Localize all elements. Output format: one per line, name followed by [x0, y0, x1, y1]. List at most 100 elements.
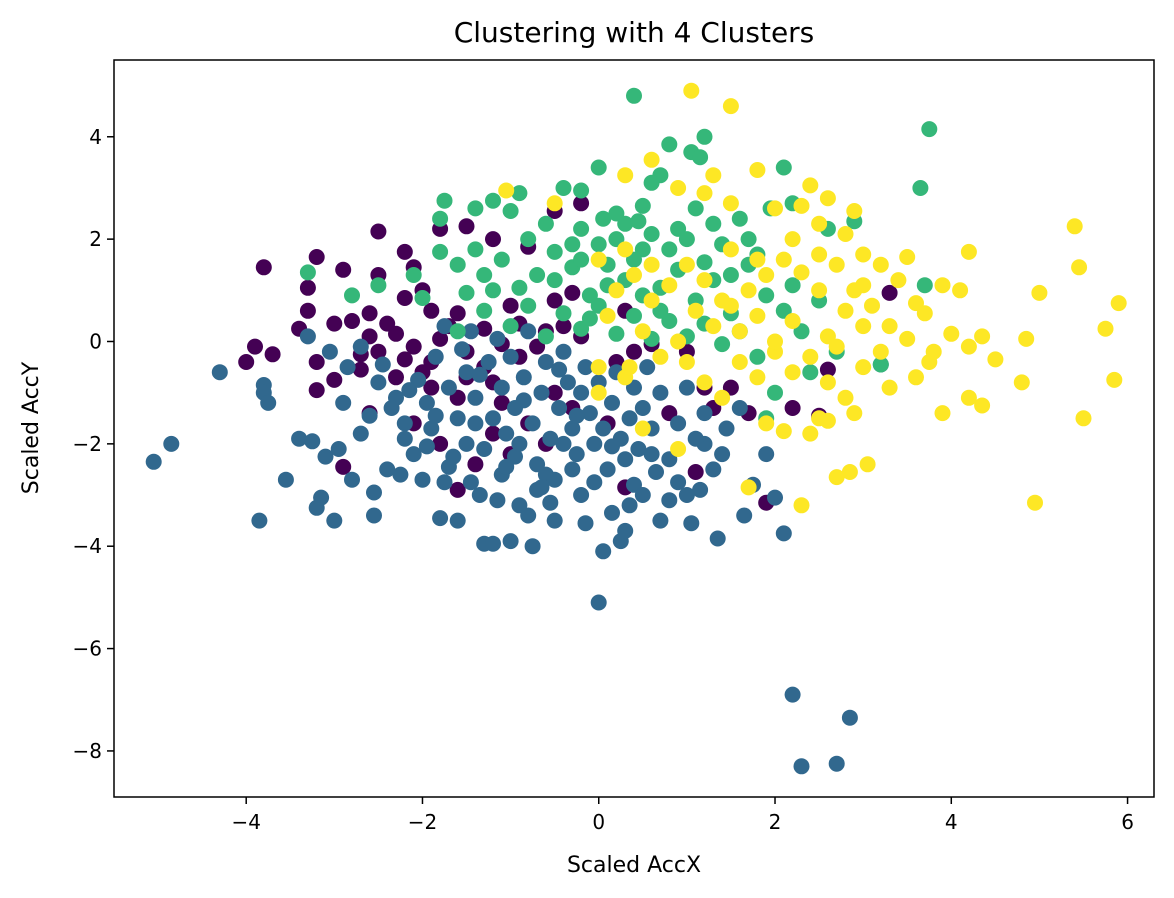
scatter-point [423, 379, 440, 396]
scatter-point [687, 200, 704, 217]
scatter-point [502, 297, 519, 314]
scatter-point [485, 425, 501, 442]
scatter-point [881, 284, 898, 301]
scatter-point [758, 415, 775, 432]
scatter-point [454, 341, 471, 358]
scatter-point [533, 479, 550, 496]
scatter-point [749, 348, 766, 365]
scatter-point [595, 420, 612, 437]
scatter-point [546, 471, 563, 488]
scatter-point [872, 356, 889, 373]
scatter-point [581, 405, 598, 422]
scatter-point [537, 215, 554, 232]
scatter-point [458, 435, 475, 452]
scatter-point [590, 251, 607, 268]
scatter-point [687, 430, 704, 447]
scatter-point [440, 379, 457, 396]
scatter-point [617, 241, 634, 258]
scatter-point [405, 267, 422, 283]
x-tick-label: 4 [945, 810, 958, 834]
scatter-point [163, 435, 180, 452]
scatter-point [498, 458, 515, 475]
scatter-point [326, 315, 343, 332]
scatter-point [608, 325, 625, 342]
scatter-point [529, 267, 546, 283]
scatter-point [987, 351, 1004, 368]
scatter-point [383, 400, 400, 416]
scatter-point [621, 497, 638, 514]
scatter-point [784, 231, 801, 248]
scatter-point [485, 282, 501, 299]
chart-title: Clustering with 4 Clusters [454, 16, 815, 49]
scatter-point [722, 195, 739, 212]
scatter-point [722, 267, 739, 283]
scatter-point [872, 343, 889, 360]
scatter-point [564, 284, 581, 301]
scatter-point [388, 325, 404, 342]
scatter-point [590, 594, 607, 611]
scatter-point [934, 405, 951, 422]
scatter-point [542, 494, 559, 511]
scatter-point [714, 446, 731, 463]
scatter-point [401, 382, 418, 399]
y-tick-label: 2 [89, 227, 102, 251]
scatter-point [418, 438, 435, 455]
scatter-point [921, 121, 938, 138]
scatter-point [599, 461, 616, 478]
scatter-point [696, 374, 713, 391]
scatter-point [722, 241, 739, 258]
scatter-point [634, 400, 651, 416]
scatter-point [299, 264, 316, 281]
scatter-point [370, 277, 387, 294]
scatter-point [714, 336, 731, 353]
scatter-point [626, 307, 642, 324]
scatter-point [802, 364, 819, 381]
scatter-point [630, 213, 647, 230]
scatter-point [767, 489, 783, 506]
scatter-point [573, 487, 590, 503]
scatter-point [784, 313, 801, 329]
scatter-point [423, 302, 440, 319]
scatter-point [837, 302, 854, 319]
scatter-point [436, 474, 453, 491]
scatter-point [626, 267, 642, 283]
scatter-point [502, 203, 519, 219]
scatter-point [811, 282, 828, 299]
scatter-point [555, 180, 572, 196]
scatter-point [480, 354, 497, 370]
scatter-point [670, 333, 687, 350]
scatter-point [564, 461, 581, 478]
scatter-point [775, 251, 792, 268]
scatter-point [811, 215, 828, 232]
scatter-point [546, 292, 563, 309]
scatter-point [916, 277, 933, 294]
scatter-point [344, 313, 360, 329]
scatter-point [749, 162, 766, 178]
scatter-point [1013, 374, 1030, 391]
scatter-point [802, 348, 819, 365]
scatter-point [661, 136, 678, 153]
y-tick-label: 4 [89, 125, 102, 149]
scatter-point [687, 302, 704, 319]
scatter-point [872, 256, 889, 273]
scatter-point [652, 348, 669, 365]
plot-frame [113, 59, 1155, 798]
scatter-point [352, 338, 369, 355]
scatter-point [335, 261, 352, 278]
scatter-point [520, 507, 537, 524]
scatter-point [767, 200, 783, 217]
scatter-point [696, 254, 713, 271]
x-axis-label: Scaled AccX [567, 853, 701, 878]
scatter-point [960, 243, 977, 260]
scatter-point [299, 328, 316, 345]
scatter-point [476, 267, 493, 283]
scatter-point [846, 405, 863, 422]
scatter-point [370, 343, 387, 360]
scatter-point [366, 507, 382, 524]
x-tick-label: −2 [408, 810, 437, 834]
scatter-point [432, 435, 449, 452]
scatter-point [740, 231, 757, 248]
scatter-point [277, 471, 294, 488]
scatter-point [414, 471, 431, 488]
